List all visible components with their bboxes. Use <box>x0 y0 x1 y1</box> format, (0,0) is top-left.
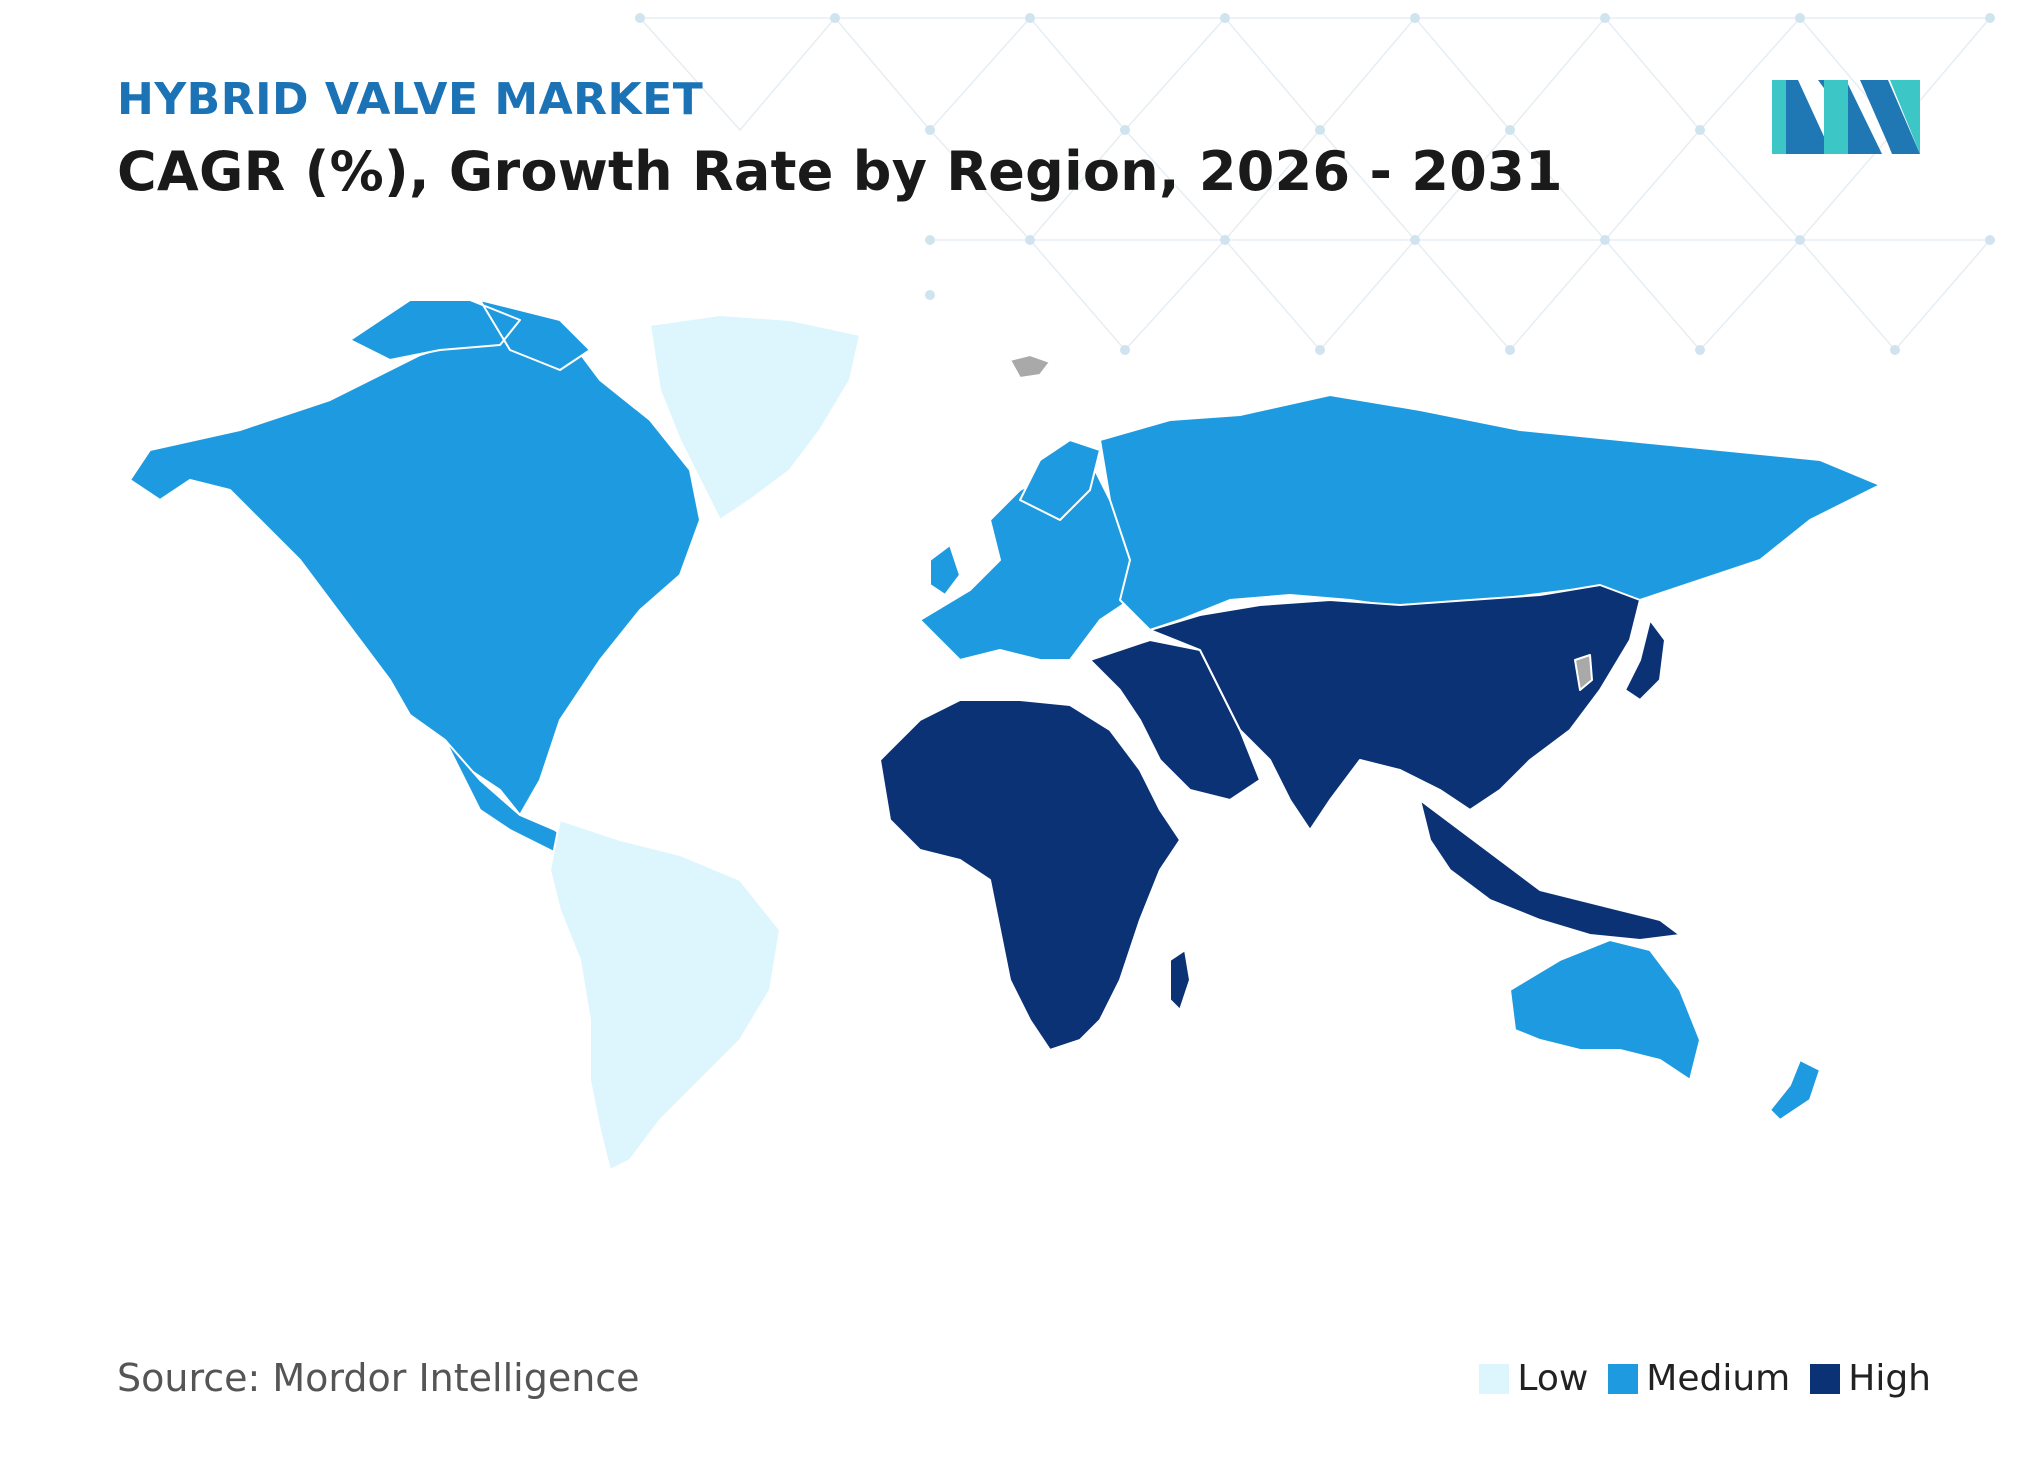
region-madagascar <box>1169 949 1191 1011</box>
region-korea-no-data <box>1574 654 1593 691</box>
legend-swatch-low <box>1479 1363 1510 1394</box>
mordor-intelligence-logo <box>1772 80 1920 154</box>
region-asia <box>1149 584 1641 831</box>
legend-item-medium: Medium <box>1608 1358 1790 1399</box>
logo-shape-6 <box>1890 80 1920 154</box>
region-japan <box>1624 619 1666 701</box>
region-new-zealand <box>1769 1059 1821 1121</box>
chart-kicker-title: HYBRID VALVE MARKET <box>117 74 704 125</box>
legend-label-medium: Medium <box>1646 1358 1791 1399</box>
logo-shape-7 <box>1772 80 1786 154</box>
legend-swatch-medium <box>1608 1363 1639 1394</box>
region-russia <box>1099 394 1881 631</box>
region-south-america <box>549 819 781 1171</box>
region-svalbard-no-data <box>1009 354 1051 379</box>
chart-title: CAGR (%), Growth Rate by Region, 2026 - … <box>117 140 1563 203</box>
region-africa <box>879 699 1181 1051</box>
logo-shape-1 <box>1772 80 1832 154</box>
legend-item-high: High <box>1810 1358 1931 1399</box>
legend-label-high: High <box>1848 1358 1931 1399</box>
source-note: Source: Mordor Intelligence <box>117 1356 640 1400</box>
legend: Low Medium High <box>1479 1358 1931 1399</box>
region-southeast-asia <box>1419 799 1681 941</box>
region-north-america <box>129 329 701 816</box>
region-scandinavia <box>1019 439 1101 521</box>
logo-shape-4 <box>1824 80 1848 154</box>
region-uk <box>929 544 961 596</box>
region-middle-east <box>1089 639 1261 801</box>
legend-item-low: Low <box>1479 1358 1588 1399</box>
legend-swatch-high <box>1810 1363 1841 1394</box>
region-australia <box>1509 939 1701 1081</box>
legend-label-low: Low <box>1517 1358 1589 1399</box>
region-north-america-arctic <box>349 299 591 371</box>
region-greenland <box>649 314 861 521</box>
logo-shape-5 <box>1860 80 1920 154</box>
